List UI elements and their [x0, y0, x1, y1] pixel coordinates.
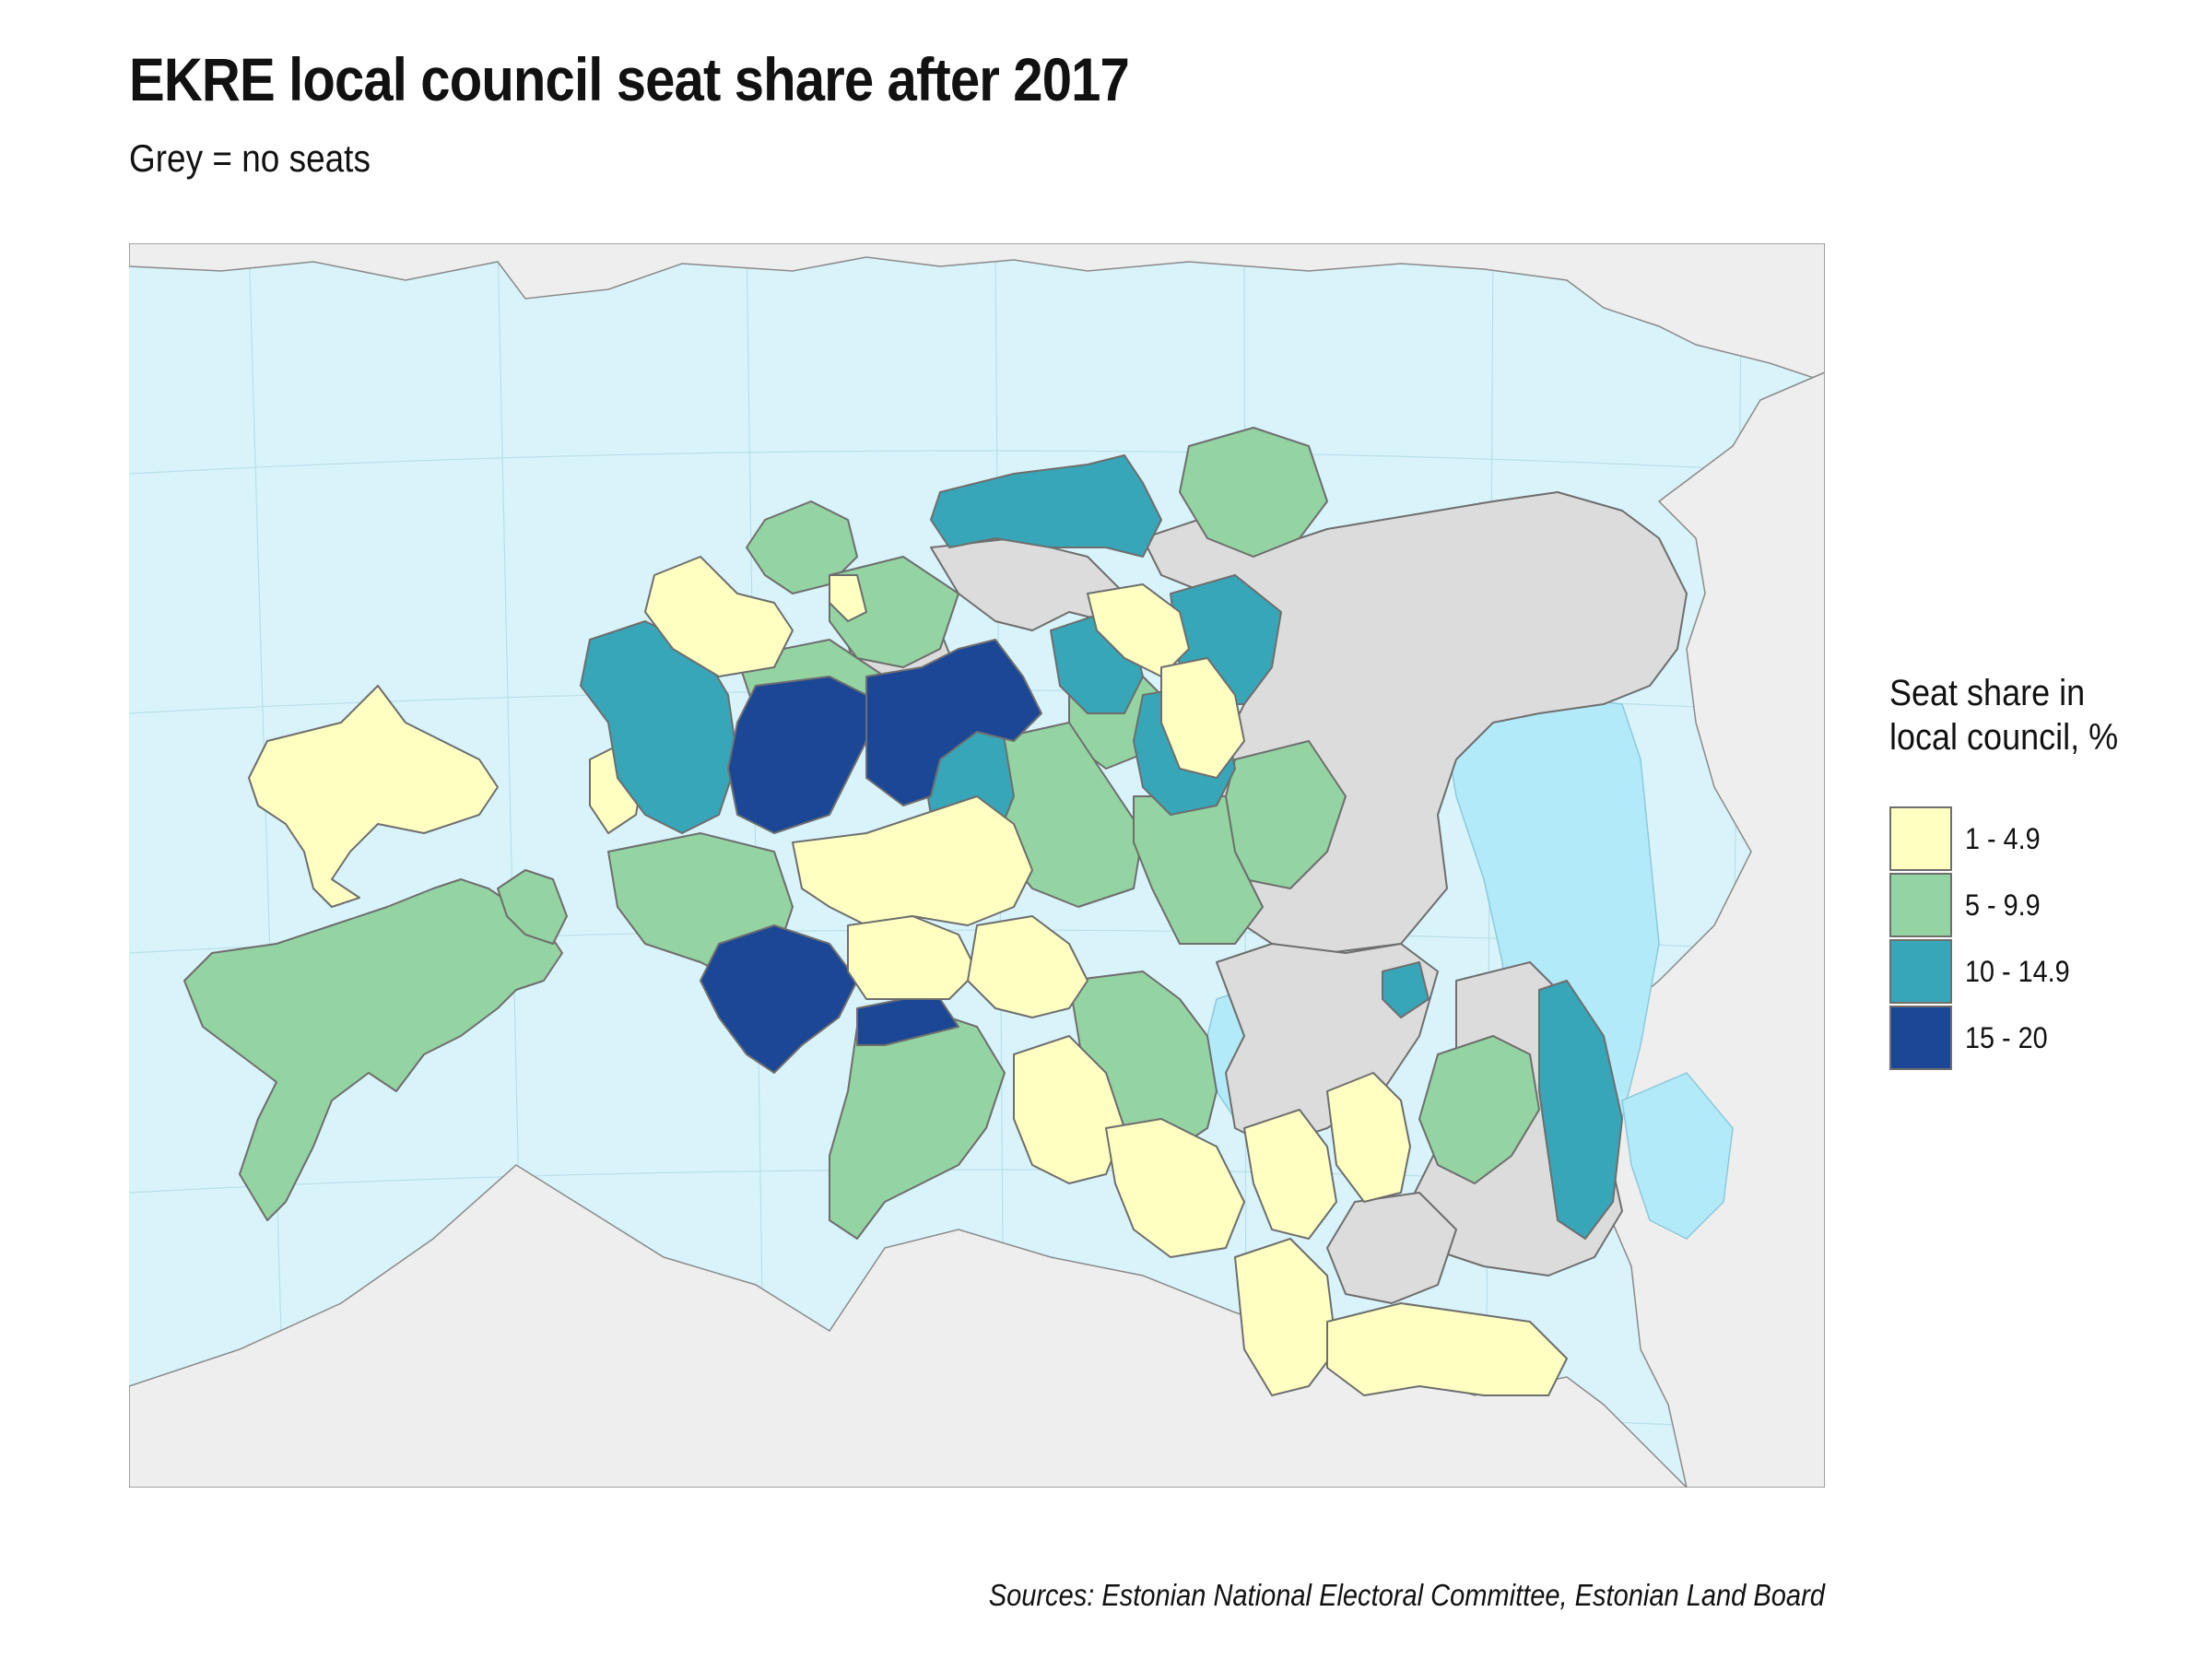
region-darkblue-1 [727, 676, 867, 834]
municipalities [580, 427, 1688, 1396]
legend-swatch [1889, 873, 1952, 937]
legend-item: 10 - 14.9 [1889, 938, 2184, 1005]
region-teal-peipus-shore [1538, 980, 1623, 1240]
region-yellow-parnu-north [847, 915, 978, 1000]
region-yellow-voru [1326, 1302, 1568, 1396]
region-yellow-valga [1234, 1238, 1337, 1396]
region-darkblue-parnu-west [700, 924, 858, 1074]
legend-items: 1 - 4.9 5 - 9.9 10 - 14.9 15 - 20 [1889, 806, 2184, 1071]
muhu [497, 869, 568, 945]
map-panel [129, 243, 1825, 1488]
legend-item: 15 - 20 [1889, 1005, 2184, 1071]
region-yellow-centre [792, 795, 1033, 926]
legend-title: Seat share in local council, % [1889, 673, 2119, 758]
hiiumaa [248, 685, 499, 908]
region-green-4 [1179, 427, 1328, 558]
legend: Seat share in local council, % 1 - 4.9 5 … [1889, 671, 2184, 1071]
region-teal-small [1382, 961, 1430, 1018]
region-yellow-southwest [1013, 1035, 1125, 1184]
region-green-10 [1418, 1035, 1540, 1184]
region-south-grey [1326, 1192, 1457, 1304]
legend-label: 1 - 4.9 [1965, 821, 2041, 855]
map-title: EKRE local council seat share after 2017 [129, 45, 1130, 113]
region-darkblue-2 [865, 639, 1042, 806]
estonia-map [129, 243, 1825, 1488]
legend-label: 15 - 20 [1965, 1020, 2048, 1054]
saaremaa [183, 878, 563, 1221]
region-parnu-coast [829, 1007, 1006, 1240]
legend-label: 10 - 14.9 [1965, 954, 2070, 988]
region-yellow-tartu-south [1326, 1072, 1411, 1203]
region-tallinn-area [930, 454, 1162, 558]
region-yellow-viljandi [1105, 1118, 1245, 1258]
source-note: Sources: Estonian National Electoral Com… [988, 1578, 1825, 1612]
legend-swatch [1889, 939, 1952, 1004]
legend-swatch [1889, 1006, 1952, 1070]
region-yellow-north-centre [1087, 583, 1190, 677]
region-yellow-small-north [829, 574, 867, 622]
lake-pskov [1621, 1072, 1734, 1240]
region-yellow-northwest [644, 556, 794, 677]
neighbouring-land [129, 243, 1825, 1488]
legend-swatch [1889, 806, 1952, 871]
region-green-8 [1133, 795, 1264, 945]
map-subtitle: Grey = no seats [129, 136, 371, 180]
legend-item: 5 - 9.9 [1889, 872, 2184, 938]
region-yellow-centre-south [967, 915, 1088, 1018]
legend-label: 5 - 9.9 [1965, 888, 2041, 922]
region-yellow-south-centre [1243, 1109, 1337, 1240]
region-yellow-north-east [1160, 657, 1245, 779]
region-green-2 [829, 556, 959, 668]
legend-item: 1 - 4.9 [1889, 806, 2184, 872]
islands [183, 685, 646, 1221]
